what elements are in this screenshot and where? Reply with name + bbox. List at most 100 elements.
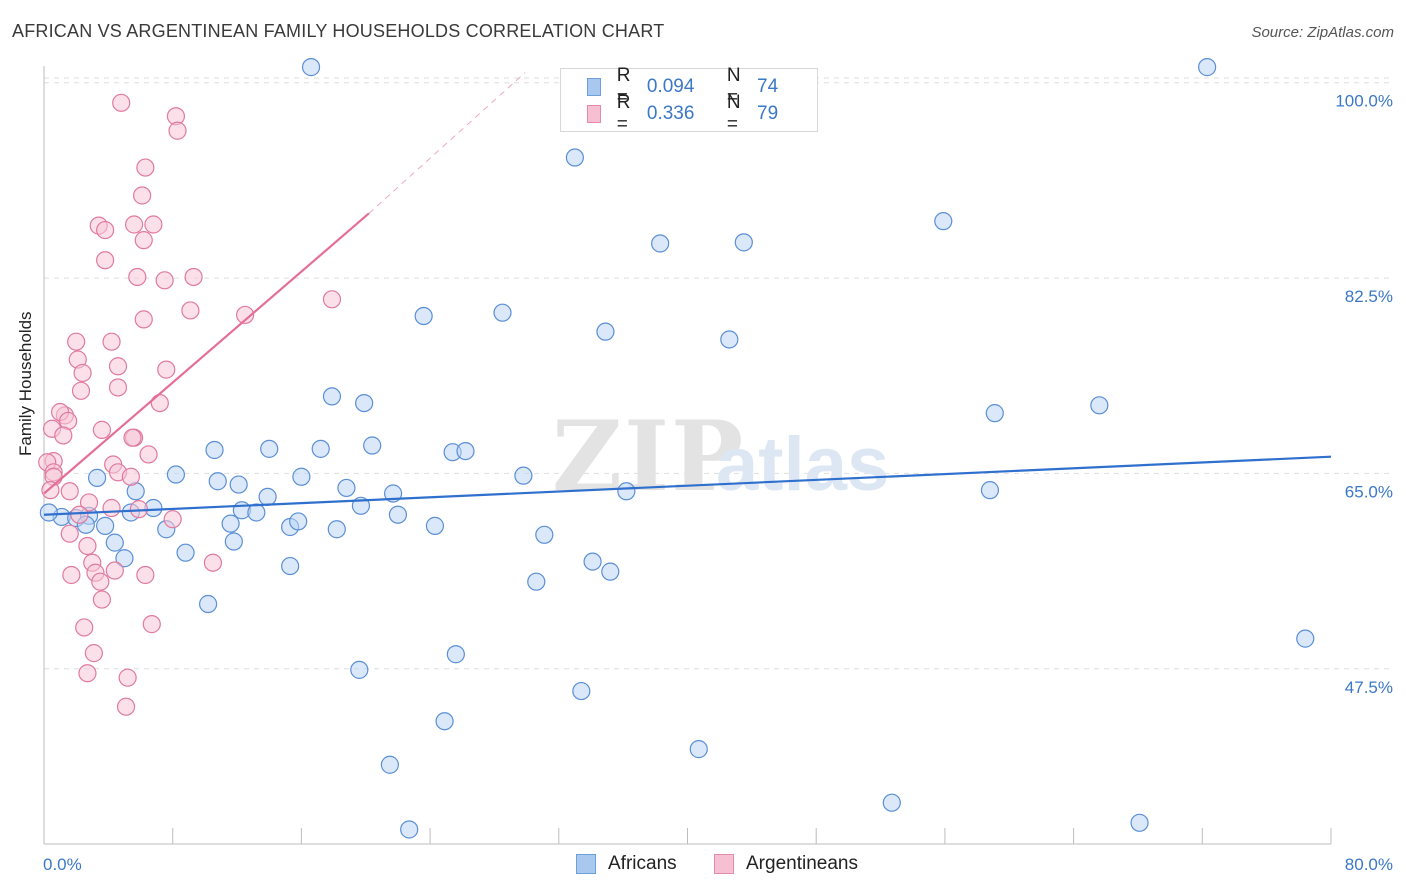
point-argentinean (181, 301, 200, 320)
point-african (601, 562, 620, 581)
point-argentinean (203, 553, 223, 572)
point-argentinean (112, 93, 131, 112)
legend-swatch-argentineans (714, 854, 734, 874)
point-african (292, 467, 311, 486)
watermark: ZIP atlas (552, 400, 889, 513)
trend-extension-argentineans (368, 72, 526, 214)
point-african (514, 466, 533, 485)
point-african (414, 306, 433, 326)
point-african (527, 572, 546, 591)
point-african (1198, 58, 1217, 77)
legend-n-value: 74 (757, 76, 779, 97)
point-argentinean (41, 481, 60, 500)
watermark-zip: ZIP (552, 400, 745, 513)
legend-swatch-africans (576, 854, 596, 874)
point-argentinean (78, 664, 97, 683)
legend-r-value: 0.094 (646, 76, 695, 97)
point-argentinean (54, 426, 73, 445)
point-african (583, 552, 602, 571)
x-tick-label: 80.0% (1345, 855, 1393, 874)
point-african (96, 516, 115, 535)
point-african (39, 503, 58, 522)
point-argentinean (62, 565, 81, 585)
point-african (535, 525, 554, 544)
axis-labels: 100.0% 82.5% 65.0% 47.5% 0.0% 80.0% (43, 92, 1393, 874)
point-african (596, 322, 615, 341)
point-african (350, 660, 369, 679)
chart-title: AFRICAN VS ARGENTINEAN FAMILY HOUSEHOLDS… (12, 21, 665, 41)
point-argentinean (96, 220, 115, 240)
point-african (689, 740, 708, 759)
point-argentinean (60, 524, 79, 543)
point-african (934, 212, 953, 231)
point-argentinean (73, 363, 92, 383)
point-african (565, 148, 584, 167)
point-argentinean (71, 381, 91, 400)
point-african (337, 478, 356, 498)
legend-label-africans: Africans (608, 853, 677, 874)
legend-r-label: R = (616, 65, 631, 108)
point-argentinean (134, 310, 153, 329)
point-argentinean (121, 467, 140, 486)
point-african (281, 556, 300, 576)
point-african (260, 439, 279, 458)
point-argentinean (84, 644, 103, 663)
point-argentinean (168, 121, 187, 140)
point-african (205, 440, 224, 460)
point-argentinean (133, 186, 152, 205)
stats-legend: R = 0.094 N = 74 R = 0.336 N = 79 (560, 65, 818, 135)
y-tick-label: 65.0% (1345, 482, 1393, 501)
point-argentinean (92, 590, 112, 609)
legend-n-label: N = (726, 92, 741, 135)
point-argentinean (79, 493, 99, 512)
legend-r-label: R = (616, 92, 631, 135)
trend-lines (43, 72, 1332, 516)
point-argentinean (142, 615, 161, 634)
point-african (1296, 629, 1315, 648)
point-argentinean (157, 360, 176, 379)
point-argentinean (150, 393, 169, 413)
point-argentinean (102, 498, 121, 518)
point-african (720, 330, 739, 349)
y-tick-label: 82.5% (1345, 287, 1393, 306)
point-argentinean (322, 290, 342, 309)
legend-n-label: N = (726, 65, 741, 108)
point-african (363, 436, 382, 455)
point-african (380, 755, 399, 774)
point-african (425, 516, 445, 535)
point-argentinean (123, 428, 142, 447)
point-african (493, 303, 512, 322)
point-argentinean (139, 445, 158, 464)
legend-swatch-africans (587, 78, 601, 96)
series-argentineans (38, 93, 342, 716)
point-african (435, 712, 454, 731)
legend-label-argentineans: Argentineans (746, 853, 858, 874)
legend-r-value: 0.336 (646, 103, 695, 124)
legend-row-argentineans: R = 0.336 N = 79 (587, 92, 817, 135)
point-african (115, 549, 134, 568)
point-african (1090, 396, 1109, 415)
point-african (87, 468, 107, 487)
point-african (400, 820, 419, 839)
gridlines (44, 77, 1392, 670)
point-african (311, 439, 330, 458)
point-argentinean (136, 565, 155, 585)
point-african (617, 482, 636, 501)
point-african (446, 645, 465, 664)
point-argentinean (92, 420, 112, 439)
point-african (734, 233, 753, 252)
point-argentinean (128, 267, 147, 287)
point-argentinean (155, 271, 174, 290)
point-african (388, 505, 408, 524)
point-argentinean (118, 668, 137, 687)
bottom-legend-argentineans: Argentineans (714, 851, 858, 877)
source-label: Source: ZipAtlas.com (1251, 24, 1394, 41)
point-african (247, 503, 266, 522)
point-argentinean (60, 482, 79, 501)
trend-line-africans (43, 455, 1332, 516)
point-african (289, 512, 308, 531)
point-argentinean (70, 505, 89, 524)
point-argentinean (136, 158, 155, 177)
legend-row-africans: R = 0.094 N = 74 (587, 65, 817, 108)
